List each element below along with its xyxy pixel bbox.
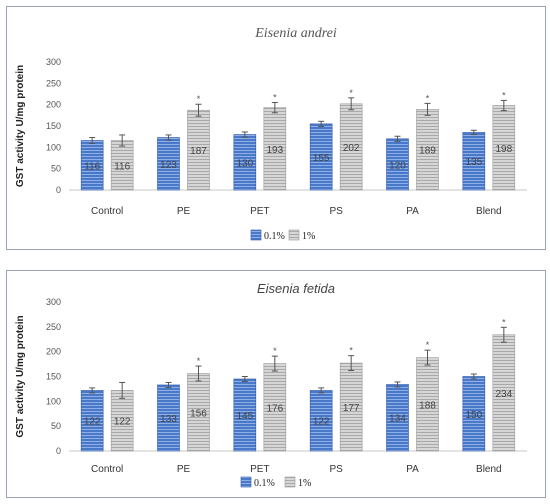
y-tick-label: 300 [46, 297, 61, 307]
significance-marker: * [426, 93, 430, 103]
significance-marker: * [197, 94, 201, 104]
y-tick-label: 0 [56, 446, 61, 456]
legend-swatch [250, 229, 262, 241]
legend-swatch [288, 229, 300, 241]
data-label: 198 [495, 144, 512, 155]
y-tick-label: 150 [46, 372, 61, 382]
y-tick-label: 200 [46, 100, 61, 110]
data-label: 202 [343, 143, 360, 154]
significance-marker: * [273, 346, 277, 356]
x-tick-label: Control [91, 464, 123, 475]
significance-marker: * [349, 346, 353, 356]
x-tick-label: PE [177, 206, 191, 217]
data-label: 134 [389, 414, 406, 425]
legend-swatch [284, 476, 296, 488]
y-tick-label: 250 [46, 78, 61, 88]
data-label: 155 [313, 153, 330, 164]
data-label: 156 [190, 408, 207, 419]
data-label: 177 [343, 403, 360, 414]
x-tick-label: Control [91, 206, 123, 217]
significance-marker: * [426, 340, 430, 350]
significance-marker: * [502, 90, 506, 100]
y-tick-label: 300 [46, 57, 61, 67]
data-label: 122 [313, 417, 330, 428]
legend-label: 0.1% [264, 231, 285, 242]
legend-label: 1% [298, 478, 311, 489]
data-label: 150 [465, 410, 482, 421]
data-label: 123 [160, 160, 177, 171]
data-label: 130 [236, 158, 253, 169]
y-tick-label: 150 [46, 121, 61, 131]
chart-svg-eisenia-andrei: Eisenia andrei GST activity U/mg protein 0… [15, 26, 527, 242]
significance-marker: * [502, 317, 506, 327]
significance-marker: * [197, 356, 201, 366]
x-tick-label: PET [250, 464, 269, 475]
data-label: 116 [114, 161, 130, 172]
data-label: 120 [389, 160, 406, 171]
x-tick-label: PS [329, 464, 343, 475]
y-tick-label: 200 [46, 347, 61, 357]
y-tick-label: 50 [51, 421, 61, 431]
data-label: 133 [160, 414, 177, 425]
data-label: 193 [266, 145, 283, 156]
x-tick-label: Blend [476, 206, 502, 217]
data-label: 188 [419, 400, 436, 411]
chart-title: Eisenia andrei [254, 26, 337, 41]
y-tick-label: 250 [46, 322, 61, 332]
y-tick-label: 50 [51, 164, 61, 174]
x-tick-label: PA [406, 206, 419, 217]
y-axis-label: GST activity U/mg protein [15, 65, 26, 187]
chart-svg-eisenia-fetida: Eisenia fetida GST activity U/mg protein 0… [15, 281, 527, 489]
data-label: 189 [419, 146, 436, 157]
y-tick-label: 0 [56, 185, 61, 195]
data-label: 187 [190, 146, 207, 157]
data-label: 116 [84, 161, 100, 172]
data-label: 135 [465, 157, 482, 168]
data-label: 176 [266, 403, 283, 414]
chart-panel-eisenia-andrei: Eisenia andrei GST activity U/mg protein 0… [6, 6, 546, 250]
x-tick-label: PS [329, 206, 343, 217]
legend-label: 1% [302, 231, 315, 242]
y-tick-label: 100 [46, 396, 61, 406]
y-tick-label: 100 [46, 142, 61, 152]
legend-label: 0.1% [254, 478, 275, 489]
chart-panel-eisenia-fetida: Eisenia fetida GST activity U/mg protein 0… [6, 270, 546, 498]
data-label: 122 [114, 417, 131, 428]
y-axis-label: GST activity U/mg protein [15, 315, 26, 437]
x-tick-label: Blend [476, 464, 502, 475]
x-tick-label: PA [406, 464, 419, 475]
x-tick-label: PE [177, 464, 191, 475]
data-label: 234 [495, 389, 512, 400]
legend-swatch [240, 476, 252, 488]
significance-marker: * [273, 93, 277, 103]
significance-marker: * [349, 88, 353, 98]
data-label: 145 [236, 411, 253, 422]
data-label: 122 [84, 417, 101, 428]
x-tick-label: PET [250, 206, 269, 217]
chart-title: Eisenia fetida [257, 281, 335, 296]
